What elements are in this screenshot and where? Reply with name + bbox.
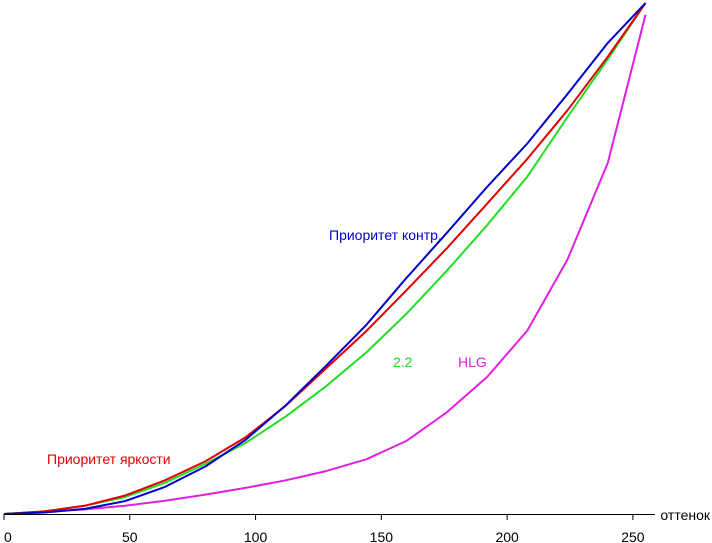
series-label-2: 2.2 [393,354,413,370]
series-line-2 [3,2,647,515]
series-label-0: Приоритет контр. [329,227,442,243]
series-label-3: HLG [458,354,487,370]
x-tick-label: 100 [244,529,268,543]
x-axis-label: оттенок [660,507,710,523]
x-tick-label: 0 [4,529,12,543]
series-line-3 [3,14,647,515]
x-tick-label: 200 [495,529,519,543]
axes: 0 50 100 150 200 250 оттенок [3,507,711,543]
series-line-0 [3,2,647,515]
series-line-1 [3,2,647,515]
x-tick-label: 50 [122,529,138,543]
x-tick-label: 250 [621,529,645,543]
x-axis-ticks: 0 50 100 150 200 250 [3,514,645,543]
x-tick-label: 150 [370,529,394,543]
series-label-1: Приоритет яркости [47,451,171,467]
series-labels: Приоритет контр. Приоритет яркости 2.2 HLG [47,227,487,467]
series-lines [3,2,647,515]
